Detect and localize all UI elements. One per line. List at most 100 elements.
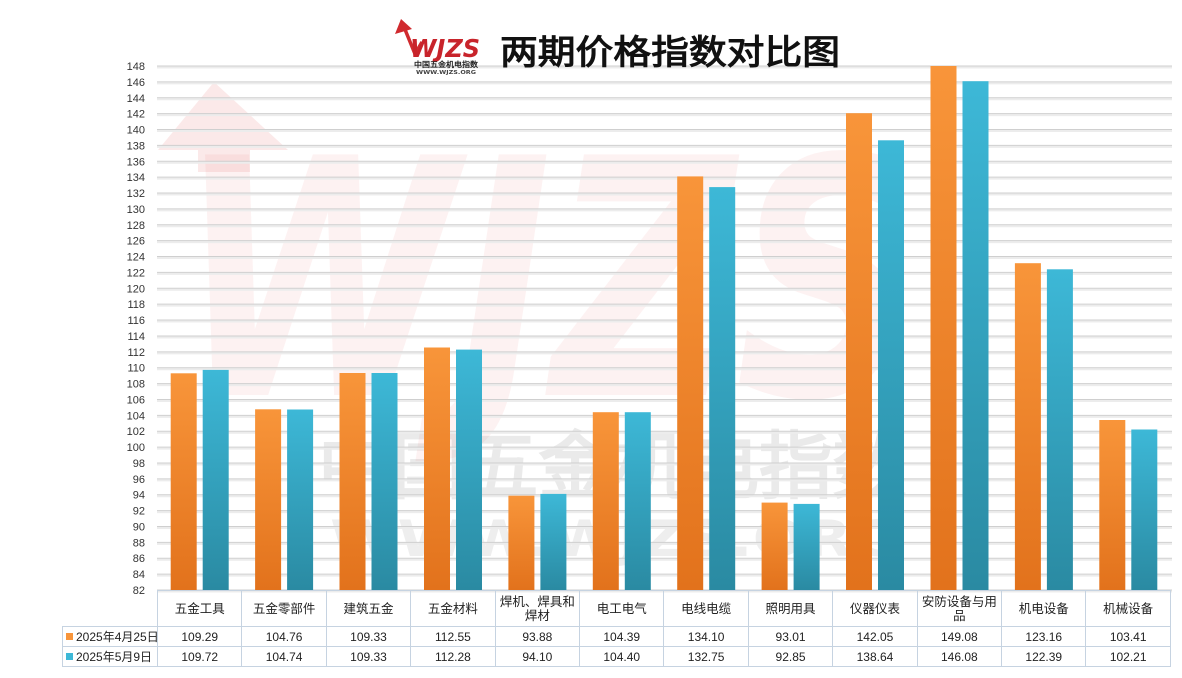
bar-series-1 [1099, 420, 1126, 590]
bar-series-2 [1046, 269, 1073, 590]
series-label-cell: 2025年5月9日 [62, 646, 158, 667]
bar-series-1 [930, 66, 957, 590]
value-cell: 104.76 [241, 626, 327, 647]
value-cell: 122.39 [1001, 646, 1087, 667]
bar-series-2 [371, 373, 398, 590]
value-cell: 138.64 [832, 646, 918, 667]
bar-series-2 [456, 349, 482, 590]
value-cell: 132.75 [663, 646, 749, 667]
table-corner-cell [62, 590, 158, 627]
legend-key-series-2 [66, 652, 73, 660]
bar-series-2 [202, 369, 229, 590]
y-tick-label: 136 [127, 156, 145, 168]
category-label: 仪器仪表 [832, 590, 918, 627]
y-tick-label: 88 [133, 537, 145, 549]
data-table: 五金工具 五金零部件 建筑五金 五金材料 焊机、焊具和焊材 电工电气 电线电缆 照明用具 仪器仪… [62, 590, 1171, 667]
y-tick-label: 118 [127, 299, 145, 311]
value-cell: 93.88 [494, 626, 581, 647]
bar-series-1 [846, 113, 872, 590]
y-tick-label: 104 [127, 410, 145, 422]
value-cell: 103.41 [1085, 626, 1171, 647]
bar-series-1 [677, 176, 704, 590]
y-tick-label: 146 [127, 77, 145, 89]
bar-series-2 [709, 187, 736, 590]
category-label: 五金材料 [410, 590, 496, 627]
bar-series-2 [793, 503, 820, 590]
category-label: 安防设备与用品 [916, 590, 1003, 627]
y-tick-label: 102 [127, 426, 145, 438]
y-tick-label: 120 [127, 283, 145, 295]
watermark-mark: WJZS [178, 89, 918, 473]
value-cell: 134.10 [663, 626, 749, 647]
bar-series-1 [1014, 263, 1041, 590]
bar-series-1 [255, 409, 282, 590]
bar-series-1 [424, 347, 450, 590]
bar-series-2 [624, 412, 651, 590]
bar-series-2 [878, 140, 904, 591]
value-cell: 104.74 [241, 646, 327, 667]
watermark-arrow-icon [158, 82, 288, 172]
logo: WJZS 中国五金机电指数 WWW.WJZS.ORG [395, 19, 480, 76]
value-cell: 112.28 [410, 646, 496, 667]
y-tick-label: 92 [133, 506, 145, 518]
y-tick-label: 122 [127, 267, 145, 279]
y-tick-label: 140 [127, 125, 145, 137]
bar-series-1 [170, 373, 197, 590]
category-label: 电线电缆 [663, 590, 749, 627]
y-tick-label: 106 [127, 394, 145, 406]
value-cell: 92.85 [747, 646, 834, 667]
y-tick-label: 112 [127, 347, 145, 359]
y-tick-label: 108 [127, 379, 145, 391]
y-tick-label: 138 [127, 140, 145, 152]
logo-url: WWW.WJZS.ORG [416, 70, 477, 76]
y-tick-label: 114 [127, 331, 145, 343]
y-tick-label: 124 [127, 252, 145, 264]
table-header-row: 五金工具 五金零部件 建筑五金 五金材料 焊机、焊具和焊材 电工电气 电线电缆 照明用具 仪器仪… [62, 590, 1171, 627]
y-tick-label: 128 [127, 220, 145, 232]
logo-mark: WJZS [410, 34, 480, 63]
value-cell: 102.21 [1085, 646, 1171, 667]
bar-series-1 [592, 412, 619, 590]
logo-arrow-icon [395, 19, 412, 34]
category-label: 建筑五金 [325, 590, 412, 627]
value-cell: 109.33 [325, 646, 412, 667]
category-label: 焊机、焊具和焊材 [494, 590, 581, 627]
y-tick-label: 90 [133, 521, 145, 533]
table-row-series-2: 2025年5月9日 109.72 104.74 109.33 112.28 94.10 10… [62, 646, 1171, 667]
y-tick-label: 100 [127, 442, 145, 454]
y-tick-label: 132 [127, 188, 145, 200]
y-tick-label: 144 [127, 93, 145, 105]
category-label: 机械设备 [1085, 590, 1171, 627]
y-tick-label: 86 [133, 553, 145, 565]
category-label: 照明用具 [747, 590, 834, 627]
y-tick-label: 94 [133, 490, 145, 502]
y-tick-label: 116 [127, 315, 145, 327]
value-cell: 109.29 [156, 626, 243, 647]
value-cell: 109.72 [156, 646, 243, 667]
category-label: 电工电气 [579, 590, 665, 627]
y-axis: 8284868890929496981001021041061081101121… [127, 61, 145, 597]
y-tick-label: 142 [127, 109, 145, 121]
logo-swoosh-icon [402, 26, 424, 56]
value-cell: 109.33 [325, 626, 412, 647]
series-name: 2025年5月9日 [76, 649, 153, 664]
table-row-series-1: 2025年4月25日 109.29 104.76 109.33 112.55 93.88 1… [62, 626, 1171, 647]
y-tick-label: 126 [127, 236, 145, 248]
value-cell: 123.16 [1001, 626, 1087, 647]
value-cell: 94.10 [494, 646, 581, 667]
value-cell: 112.55 [410, 626, 496, 647]
bar-series-2 [287, 409, 314, 590]
bar-series-2 [540, 493, 567, 590]
bar-series-2 [1131, 429, 1158, 590]
category-label: 五金工具 [156, 590, 243, 627]
y-tick-label: 130 [127, 204, 145, 216]
y-tick-label: 148 [127, 61, 145, 73]
value-cell: 104.40 [579, 646, 665, 667]
y-tick-label: 98 [133, 458, 145, 470]
bars [170, 66, 1158, 591]
y-tick-label: 96 [133, 474, 145, 486]
value-cell: 149.08 [916, 626, 1003, 647]
category-label: 五金零部件 [241, 590, 327, 627]
value-cell: 142.05 [832, 626, 918, 647]
